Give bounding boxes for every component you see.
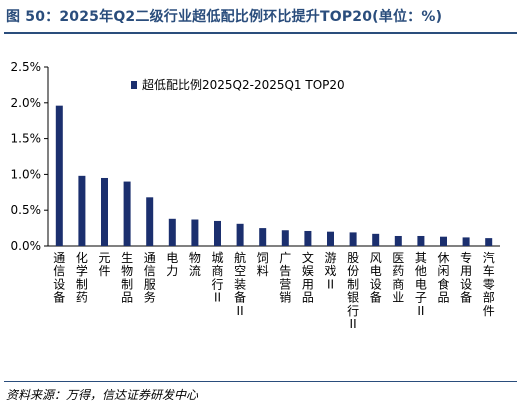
x-tick-label: 元件: [98, 251, 110, 278]
bar: [101, 177, 108, 246]
bar: [146, 197, 154, 246]
x-tick-label: 广告营销: [279, 251, 291, 305]
bar-series: [55, 105, 493, 246]
bar: [236, 223, 244, 246]
bar: [462, 237, 470, 246]
bar: [191, 219, 199, 246]
y-tick-label: 2.5%: [11, 60, 42, 74]
bar: [349, 232, 357, 246]
legend-swatch: [131, 81, 137, 89]
x-tick-label: 生物制品: [121, 251, 133, 305]
title-divider: [4, 32, 517, 34]
x-tick-label: 专用设备: [460, 250, 472, 305]
x-tick-label: 航空装备 II: [234, 250, 246, 318]
bar: [281, 230, 289, 246]
bar: [78, 175, 86, 246]
x-tick-label: 饲料: [257, 251, 269, 278]
x-tick-label: 股份制银行 II: [347, 251, 359, 331]
y-axis: 0.0% 0.5% 1.0% 1.5% 2.0% 2.5%: [11, 60, 49, 253]
y-tick-label: 0.5%: [11, 203, 42, 217]
bar: [485, 238, 493, 246]
bar: [259, 228, 267, 246]
bar: [327, 231, 334, 246]
x-tick-label: 风电设备: [370, 251, 382, 305]
source-note: 资料来源：万得，信达证券研发中心: [6, 388, 199, 402]
x-tick-label: 医药商业: [392, 251, 404, 305]
x-tick-label: 文娱用品: [302, 250, 314, 305]
bar: [417, 235, 425, 246]
bar: [372, 233, 380, 246]
bar: [168, 218, 176, 246]
bar: [123, 181, 131, 246]
x-tick-label: 通信设备: [53, 251, 65, 305]
bar: [440, 236, 447, 246]
x-tick-label: 电力: [166, 251, 178, 278]
bar-chart: 0.0% 0.5% 1.0% 1.5% 2.0% 2.5% 通信设备化学制药元件生物制品通…: [11, 60, 500, 331]
x-tick-label: 物流: [189, 251, 201, 278]
y-tick-label: 2.0%: [11, 96, 42, 110]
x-tick-label: 休闲食品: [437, 251, 449, 305]
figure-title: 图 50：2025年Q2二级行业超低配比例环比提升TOP20(单位：%): [6, 9, 443, 25]
x-tick-label: 化学制药: [76, 251, 88, 305]
legend-label: 超低配比例2025Q2-2025Q1 TOP20: [142, 77, 345, 92]
bar: [214, 220, 221, 246]
bar: [55, 105, 63, 246]
source-divider: [4, 381, 517, 382]
y-tick-label: 1.5%: [11, 132, 42, 146]
x-tick-label: 通信服务: [144, 251, 156, 305]
x-tick-label: 游戏 II: [324, 251, 336, 291]
legend: 超低配比例2025Q2-2025Q1 TOP20: [131, 77, 345, 92]
x-tick-label: 其他电子 II: [415, 251, 427, 318]
x-tick-label: 城商行 II: [211, 251, 223, 305]
x-tick-label: 汽车零部件: [483, 250, 495, 318]
bar: [304, 230, 312, 246]
y-tick-label: 1.0%: [11, 167, 42, 181]
bar: [394, 235, 402, 246]
y-tick-label: 0.0%: [11, 239, 42, 253]
